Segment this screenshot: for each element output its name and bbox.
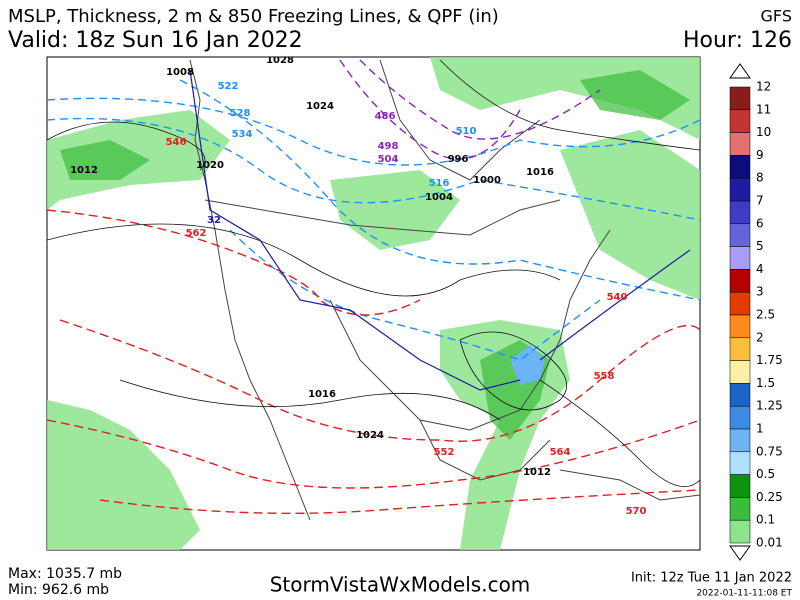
contour-label: 1020 bbox=[196, 160, 224, 171]
max-pressure: Max: 1035.7 mb bbox=[8, 566, 122, 582]
colorbar-label: 1.75 bbox=[756, 353, 783, 367]
colorbar-swatch bbox=[729, 360, 751, 384]
colorbar-label: 2 bbox=[756, 330, 764, 344]
isobars bbox=[47, 59, 700, 488]
colorbar-label: 11 bbox=[756, 102, 771, 116]
colorbar-swatch bbox=[729, 451, 751, 475]
colorbar-arrow-top bbox=[729, 63, 751, 79]
contour-label: 558 bbox=[594, 371, 615, 382]
colorbar-swatch bbox=[729, 497, 751, 521]
contour-label: 540 bbox=[607, 292, 628, 303]
colorbar-swatch bbox=[729, 155, 751, 179]
colorbar-label: 0.01 bbox=[756, 536, 783, 550]
colorbar-arrow-bottom bbox=[729, 545, 751, 561]
colorbar-label: 0.1 bbox=[756, 513, 775, 527]
colorbar-label: 10 bbox=[756, 125, 771, 139]
contour-label: 564 bbox=[550, 447, 571, 458]
init-time: Init: 12z Tue 11 Jan 2022 bbox=[631, 571, 792, 586]
thickness-cold bbox=[47, 79, 700, 361]
colorbar-label: 0.25 bbox=[756, 490, 783, 504]
colorbar-label: 12 bbox=[756, 80, 771, 94]
colorbar-swatch bbox=[729, 428, 751, 453]
contour-label: 1000 bbox=[473, 175, 501, 186]
colorbar-label: 8 bbox=[756, 171, 764, 185]
colorbar-label: 0.75 bbox=[756, 444, 783, 458]
colorbar-swatch bbox=[729, 337, 751, 361]
colorbar-label: 9 bbox=[756, 148, 764, 162]
contour-label: 486 bbox=[375, 111, 396, 122]
thickness-very-cold bbox=[339, 59, 601, 160]
valid-time: Valid: 18z Sun 16 Jan 2022 bbox=[8, 28, 303, 53]
contour-label: 1012 bbox=[70, 165, 98, 176]
contour-label: 516 bbox=[429, 178, 450, 189]
colorbar-label: 0.5 bbox=[756, 467, 775, 481]
site-name: StormVistaWxModels.com bbox=[270, 573, 531, 597]
colorbar-swatch bbox=[729, 223, 751, 247]
contour-label: 1016 bbox=[526, 167, 554, 178]
colorbar-label: 4 bbox=[756, 262, 764, 276]
contour-label: 510 bbox=[456, 126, 477, 137]
colorbar-swatch bbox=[729, 519, 751, 544]
colorbar-label: 1.5 bbox=[756, 376, 775, 390]
contour-label: 1004 bbox=[425, 192, 453, 203]
colorbar-swatch bbox=[729, 86, 751, 111]
model-name: GFS bbox=[761, 7, 792, 26]
colorbar: 12 11 10 9 8 7 6 5 4 3 2.5 2 1.75 1.5 1.25 1 0.75 0.5 0.25… bbox=[729, 63, 783, 561]
contour-label: 498 bbox=[378, 141, 399, 152]
contour-label: 1024 bbox=[306, 101, 334, 112]
colorbar-swatch bbox=[729, 405, 751, 430]
colorbar-label: 5 bbox=[756, 239, 764, 253]
contour-label: 1028 bbox=[266, 55, 294, 66]
contour-label: 1024 bbox=[356, 430, 384, 441]
colorbar-label: 1 bbox=[756, 422, 764, 436]
contour-label: 562 bbox=[186, 228, 207, 239]
contour-label: 996 bbox=[448, 154, 469, 165]
precip-max bbox=[510, 345, 545, 385]
min-pressure: Min: 962.6 mb bbox=[8, 582, 109, 598]
contour-label: 528 bbox=[230, 108, 251, 119]
contour-label: 546 bbox=[166, 137, 187, 148]
colorbar-label: 7 bbox=[756, 194, 764, 208]
contour-label: 32 bbox=[207, 215, 221, 226]
colorbar-swatch bbox=[729, 177, 751, 202]
title: MSLP, Thickness, 2 m & 850 Freezing Line… bbox=[8, 6, 499, 27]
colorbar-label: 2.5 bbox=[756, 308, 775, 322]
thickness-warm bbox=[47, 209, 700, 515]
contour-label: 522 bbox=[218, 81, 239, 92]
colorbar-label: 6 bbox=[756, 216, 764, 230]
freezing-lines bbox=[189, 69, 691, 391]
colorbar-label: 1.25 bbox=[756, 399, 783, 413]
colorbar-swatch bbox=[729, 246, 751, 270]
colorbar-swatch bbox=[729, 383, 751, 407]
contour-label: 1012 bbox=[523, 467, 551, 478]
colorbar-swatch bbox=[729, 269, 751, 293]
contour-label: 534 bbox=[232, 129, 253, 140]
contour-label: 552 bbox=[434, 447, 455, 458]
colorbar-label: 3 bbox=[756, 285, 764, 299]
forecast-hour: Hour: 126 bbox=[683, 28, 792, 53]
colorbar-swatch bbox=[729, 109, 751, 133]
colorbar-swatch bbox=[729, 314, 751, 339]
colorbar-swatch bbox=[729, 474, 751, 498]
colorbar-swatch bbox=[729, 200, 751, 225]
timestamp: 2022-01-11-11:08 ET bbox=[696, 589, 792, 599]
colorbar-swatch bbox=[729, 291, 751, 316]
contour-label: 504 bbox=[378, 154, 399, 165]
contour-label: 570 bbox=[626, 506, 647, 517]
contour-label: 1008 bbox=[166, 67, 194, 78]
colorbar-swatch bbox=[729, 132, 751, 156]
contour-label: 1016 bbox=[308, 389, 336, 400]
